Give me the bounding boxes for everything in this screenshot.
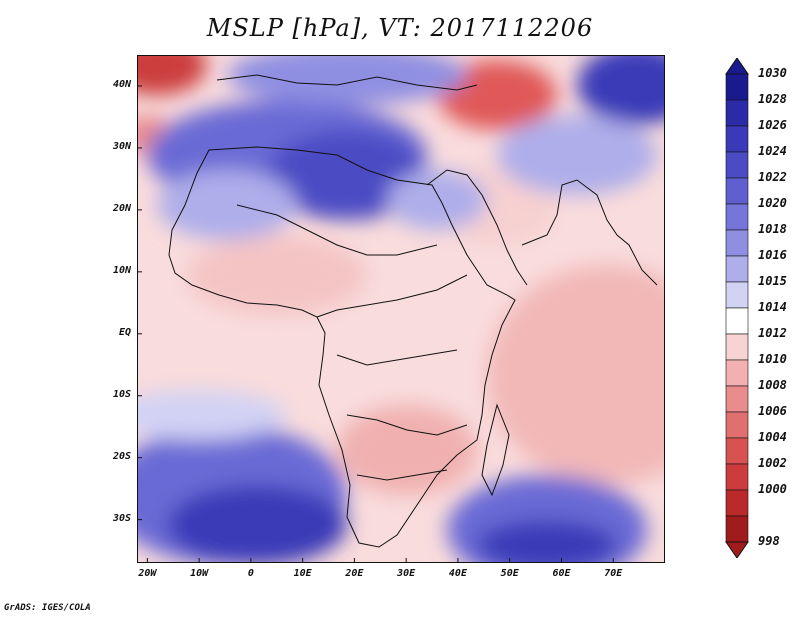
map-svg xyxy=(137,55,665,563)
colorbar-level-label: 1018 xyxy=(758,222,787,236)
x-tick-label: 20E xyxy=(345,568,364,579)
x-tick-label: 30E xyxy=(397,568,416,579)
colorbar-segment xyxy=(725,177,749,205)
colorbar-segment xyxy=(725,385,749,413)
y-tick-label: 10S xyxy=(112,388,131,400)
colorbar-level-label: 1012 xyxy=(758,326,787,340)
colorbar: 1030 1028 1026 1024 1022 1020 1018 1016 1015 1014… xyxy=(718,57,800,559)
colorbar-top-arrow xyxy=(725,57,749,75)
colorbar-level-label: 1020 xyxy=(758,196,787,210)
y-tick-label: 20S xyxy=(112,450,131,462)
colorbar-level-label: 1015 xyxy=(758,274,787,288)
colorbar-segment xyxy=(725,73,749,101)
x-tick-label: 50E xyxy=(500,568,519,579)
colorbar-segment xyxy=(725,463,749,491)
colorbar-bottom-arrow xyxy=(725,541,749,559)
y-tick-label: 30S xyxy=(112,512,131,524)
colorbar-segment xyxy=(725,515,749,543)
colorbar-segment xyxy=(725,489,749,517)
colorbar-svg xyxy=(725,57,749,559)
credit-text: GrADS: IGES/COLA xyxy=(4,603,91,613)
y-tick-label: 40N xyxy=(112,78,131,90)
colorbar-level-label: 1002 xyxy=(758,456,787,470)
pressure-field xyxy=(137,55,665,563)
colorbar-level-label: 1008 xyxy=(758,378,787,392)
chart-title: MSLP [hPa], VT: 2017112206 xyxy=(206,14,594,42)
x-tick-label: 10E xyxy=(293,568,312,579)
colorbar-segment xyxy=(725,359,749,387)
colorbar-segment xyxy=(725,229,749,257)
colorbar-segment xyxy=(725,333,749,361)
colorbar-level-label: 1006 xyxy=(758,404,787,418)
colorbar-level-label: 1016 xyxy=(758,248,787,262)
colorbar-level-label: 1028 xyxy=(758,92,787,106)
colorbar-segment xyxy=(725,281,749,309)
colorbar-segment xyxy=(725,437,749,465)
coastlines xyxy=(168,74,658,548)
x-tick-label: 10W xyxy=(190,568,209,579)
colorbar-level-label: 1024 xyxy=(758,144,787,158)
colorbar-level-label: 1030 xyxy=(758,66,787,80)
y-tick-label: 10N xyxy=(112,264,131,276)
x-tick-label: 40E xyxy=(448,568,467,579)
x-tick-label: 20W xyxy=(138,568,157,579)
x-tick-label: 60E xyxy=(552,568,571,579)
y-tick-label: EQ xyxy=(118,326,131,338)
colorbar-segment xyxy=(725,255,749,283)
colorbar-level-label: 1014 xyxy=(758,300,787,314)
x-tick-label: 0 xyxy=(247,568,254,579)
y-tick-label: 30N xyxy=(112,140,131,152)
colorbar-level-label: 1026 xyxy=(758,118,787,132)
colorbar-level-label: 1004 xyxy=(758,430,787,444)
colorbar-segment xyxy=(725,151,749,179)
colorbar-segment xyxy=(725,411,749,439)
colorbar-segment xyxy=(725,99,749,127)
colorbar-segment xyxy=(725,203,749,231)
colorbar-segment xyxy=(725,307,749,335)
pressure-map xyxy=(137,55,665,563)
colorbar-level-label: 998 xyxy=(758,534,780,548)
tick-marks xyxy=(137,85,614,563)
colorbar-level-label: 1010 xyxy=(758,352,787,366)
colorbar-segment xyxy=(725,125,749,153)
y-tick-label: 20N xyxy=(112,202,131,214)
x-tick-label: 70E xyxy=(604,568,623,579)
map-frame xyxy=(137,55,665,563)
colorbar-level-label: 1000 xyxy=(758,482,787,496)
colorbar-level-label: 1022 xyxy=(758,170,787,184)
